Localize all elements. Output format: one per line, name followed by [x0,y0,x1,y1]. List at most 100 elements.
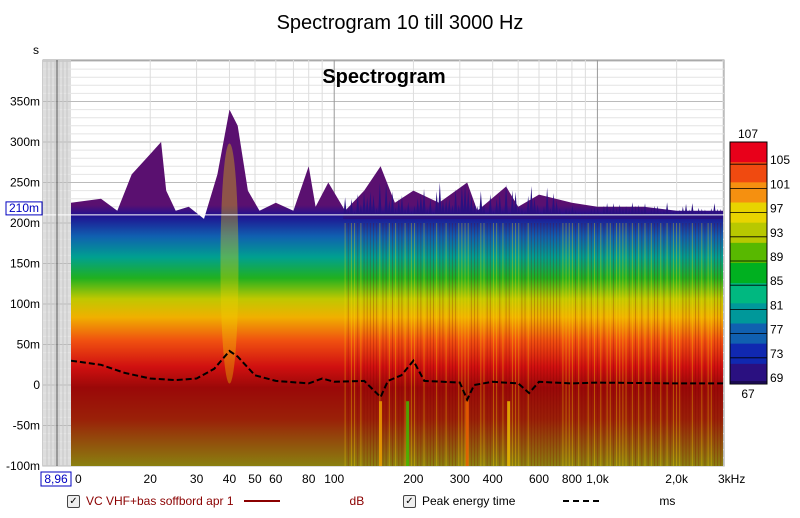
spectrogram-ridge [677,209,682,219]
spectrogram-ridge [418,193,423,219]
x-tick-label: 30 [190,472,204,486]
spectrogram-ridge [715,208,720,219]
colorbar-min-label: 67 [741,387,755,401]
cursor-y-label: 210m [9,201,39,215]
cursor-x-label: 8,96 [44,472,68,486]
spectrogram-streak [465,401,469,466]
spectrogram-ridge [463,183,468,219]
spectrogram-ridge [554,200,559,219]
y-tick-label: 200m [10,216,40,230]
spectrogram-ridge [586,212,591,219]
spectrogram-ridge [526,195,531,219]
spectrogram-ridge [639,207,644,219]
x-tick-label: 300 [450,472,470,486]
spectrogram-ridge [548,207,553,219]
spectrogram-ridge [380,209,385,219]
spectrogram-ridge [513,191,518,219]
spectrogram-ridge [371,195,376,219]
spectrogram-ridge [475,206,480,219]
spectrogram-ridge [346,209,351,219]
spectrogram-ridge [570,205,575,219]
inner-title: Spectrogram [322,66,445,88]
spectrogram-ridge [377,182,382,219]
spectrogram-ridge [453,189,458,219]
colorbar-segment [730,242,767,264]
spectrogram-ridge [652,205,657,219]
colorbar-segment [730,162,767,183]
y-tick-label: 100m [10,297,40,311]
spectrogram-ridge [437,182,442,219]
spectrogram-ridge [693,212,698,219]
spectrogram-ridge [434,191,439,219]
spectrogram-ridge [444,199,449,219]
spectrogram-ridge [718,208,723,219]
spectrogram-ridge [589,208,594,219]
colorbar-tick-label: 85 [770,274,784,288]
spectrogram-ridge [706,212,711,219]
spectrogram-ridge [393,207,398,219]
spectrogram-ridge [687,209,692,219]
colorbar-tick-label: 69 [770,371,784,385]
x-start-label: 0 [75,472,82,486]
spectrogram-ridge [488,194,493,219]
legend-label: VC VHF+bas soffbord apr 1 [86,494,234,508]
x-tick-label: 800 [562,472,582,486]
spectrogram-ridge [529,185,534,219]
colorbar-tick-label: 77 [770,323,784,337]
colorbar-tick-label: 81 [770,298,784,312]
colorbar-tick-label: 89 [770,250,784,264]
x-tick-label: 200 [403,472,423,486]
spectrogram-ridge [564,208,569,219]
colorbar-tick-label: 97 [770,202,784,216]
legend-item-peak-energy[interactable]: ✓ Peak energy time ms [403,494,675,508]
spectrogram-ridge [702,209,707,219]
spectrogram-ridge [624,206,629,219]
spectrogram-ridge [661,209,666,219]
spectrogram-ridge [696,207,701,219]
spectrogram-ridge [598,211,603,219]
spectrogram-ridge [412,205,417,219]
spectrogram-ridge [362,191,367,219]
spectrogram-ridge [422,188,427,219]
spectrogram-ridge [469,195,474,219]
spectrogram-ridge [633,205,638,219]
spectrogram-ridge [399,195,404,219]
colorbar-segment [730,222,767,244]
x-tick-label: 600 [529,472,549,486]
spectrogram-ridge [403,208,408,219]
spectrogram-ridge [655,205,660,219]
spectrogram-ridge [507,212,512,219]
legend-item-measurement[interactable]: ✓ VC VHF+bas soffbord apr 1 dB [67,494,364,508]
x-tick-label: 400 [483,472,503,486]
spectrogram-ridge [649,207,654,219]
measurement-checkbox[interactable]: ✓ [67,494,80,508]
spectrogram-ridge [374,207,379,219]
peak-energy-time-line [71,349,723,403]
y-tick-label: 50m [17,338,40,352]
colorbar-segment [730,182,767,203]
chart-title: Spectrogram 10 till 3000 Hz [277,12,524,34]
spectrogram-ridge [532,197,537,219]
x-tick-label: 1,0k [586,472,610,486]
y-tick-label: 300m [10,135,40,149]
spectrogram-ridge [504,184,509,219]
spectrogram-ridge [355,194,360,219]
spectrogram-ridge [390,191,395,219]
y-tick-label: 0 [33,378,40,392]
legend-label: Peak energy time [422,494,516,508]
x-tick-label: 3kHz [718,472,745,486]
spectrogram-ridge [478,191,483,219]
spectrogram-ridge [415,198,420,219]
colorbar-tick-label: 101 [770,177,790,191]
spectrogram-ridge [560,213,565,219]
spectrogram-ridge [516,205,521,219]
spectrogram-ridge [519,207,524,219]
spectrogram-ridge [636,204,641,219]
y-tick-label: 150m [10,257,40,271]
peak-energy-checkbox[interactable]: ✓ [403,494,416,508]
spectrogram-ridge [384,182,389,219]
y-axis-label: s [33,43,39,57]
colorbar-segment [730,343,767,365]
x-tick-label: 2,0k [665,472,689,486]
spectrogram-ridge [545,187,550,219]
